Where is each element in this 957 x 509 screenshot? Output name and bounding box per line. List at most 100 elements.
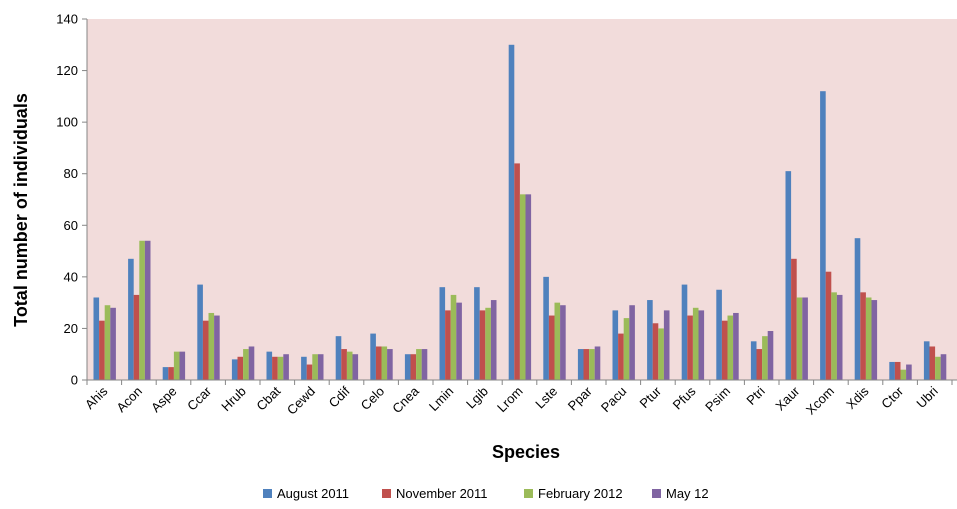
bar-ctor-series-4 — [906, 364, 912, 380]
bar-ahis-series-4 — [110, 307, 116, 380]
x-tick-label: Cewd — [284, 384, 318, 418]
bar-hrub-series-1 — [231, 359, 238, 380]
x-tick-label: Hrub — [218, 384, 249, 415]
bar-ppar-series-1 — [577, 349, 584, 380]
legend: August 2011 November 2011 February 2012 May… — [263, 486, 709, 501]
bar-pacu-series-3 — [623, 318, 630, 380]
bar-psim-series-4 — [733, 312, 739, 380]
x-tick-label: Ctor — [878, 383, 906, 411]
legend-swatch-series-2 — [382, 489, 391, 498]
legend-swatch-series-3 — [524, 489, 533, 498]
legend-label-series-3: February 2012 — [538, 486, 623, 501]
bar-cnea-series-1 — [404, 354, 411, 380]
bar-hrub-series-2 — [237, 356, 244, 380]
bar-lgib-series-3 — [485, 307, 491, 380]
x-tick-label: Acon — [113, 384, 145, 416]
x-tick-label: Pacu — [598, 384, 630, 416]
bar-xaur-series-4 — [802, 297, 808, 380]
legend-label-series-1: August 2011 — [277, 486, 349, 501]
bar-cdif-series-1 — [335, 336, 342, 380]
bar-lmin-series-3 — [450, 294, 457, 380]
bar-cdif-series-2 — [341, 349, 347, 380]
bar-ccar-series-3 — [208, 312, 215, 380]
bar-lmin-series-2 — [445, 310, 451, 380]
bar-pacu-series-4 — [629, 305, 635, 380]
x-tick-label: Lmin — [426, 384, 457, 415]
bar-ptur-series-2 — [652, 323, 659, 380]
bar-lmin-series-4 — [456, 302, 462, 380]
y-axis-title: Total number of individuals — [11, 93, 31, 327]
bar-ptur-series-4 — [663, 310, 670, 380]
bar-lste-series-4 — [560, 305, 566, 380]
bar-xaur-series-2 — [791, 258, 797, 380]
bar-pfus-series-1 — [681, 284, 688, 380]
bar-cdif-series-4 — [352, 354, 359, 380]
x-tick-label: Cnea — [389, 383, 422, 416]
y-tick-label: 0 — [71, 373, 78, 388]
bar-ptri-series-4 — [767, 331, 774, 380]
bar-ahis-series-1 — [93, 297, 100, 380]
bar-lgib-series-2 — [479, 310, 486, 380]
bar-ubri-series-1 — [923, 341, 930, 380]
bar-acon-series-2 — [133, 294, 140, 380]
legend-label-series-2: November 2011 — [396, 486, 488, 501]
bar-lgib-series-1 — [474, 287, 480, 380]
bar-ppar-series-3 — [589, 349, 595, 380]
bar-cewd-series-2 — [306, 364, 313, 380]
bar-acon-series-3 — [139, 240, 145, 380]
bar-lrom-series-1 — [508, 44, 515, 380]
bar-xcom-series-1 — [820, 91, 826, 380]
bar-celo-series-3 — [381, 346, 388, 380]
bar-cbat-series-3 — [277, 356, 284, 380]
bars-layer — [93, 44, 947, 380]
bar-cbat-series-4 — [283, 354, 289, 380]
bar-pfus-series-2 — [687, 315, 693, 380]
bar-ptur-series-3 — [658, 328, 664, 380]
bar-cnea-series-2 — [410, 354, 417, 380]
x-tick-label: Celo — [358, 384, 388, 414]
bar-lrom-series-3 — [519, 194, 526, 380]
bar-ccar-series-2 — [202, 320, 209, 380]
legend-label-series-4: May 12 — [666, 486, 709, 501]
bar-cnea-series-4 — [421, 349, 428, 380]
bar-ptri-series-1 — [750, 341, 757, 380]
x-tick-label: Psim — [702, 384, 733, 415]
bar-pfus-series-3 — [692, 307, 699, 380]
bar-cdif-series-3 — [346, 351, 353, 380]
bar-ptri-series-2 — [756, 349, 763, 380]
x-tick-label: Ccar — [184, 383, 214, 413]
bar-acon-series-1 — [128, 258, 134, 380]
bar-cewd-series-3 — [312, 354, 318, 380]
bar-lste-series-1 — [543, 276, 549, 380]
x-tick-label: Lrom — [494, 384, 526, 416]
bar-cnea-series-3 — [416, 349, 422, 380]
bar-celo-series-4 — [387, 349, 393, 380]
bar-lrom-series-4 — [525, 194, 532, 380]
x-tick-label: Xaur — [772, 383, 802, 413]
bar-lgib-series-4 — [490, 300, 497, 380]
x-tick-label: Lste — [532, 384, 560, 412]
bar-pfus-series-4 — [698, 310, 705, 380]
bar-pacu-series-1 — [612, 310, 619, 380]
bar-psim-series-2 — [721, 320, 728, 380]
bar-xdis-series-1 — [854, 238, 861, 380]
bar-xaur-series-1 — [785, 171, 792, 380]
bar-pacu-series-2 — [618, 333, 624, 380]
bar-ctor-series-3 — [900, 369, 907, 380]
y-tick-label: 60 — [64, 218, 78, 233]
bar-ahis-series-3 — [104, 305, 111, 380]
bar-ccar-series-1 — [197, 284, 203, 380]
bar-aspe-series-2 — [168, 367, 174, 380]
bar-psim-series-3 — [727, 315, 734, 380]
bar-xdis-series-4 — [871, 300, 878, 380]
x-tick-label: Cbat — [253, 383, 283, 413]
bar-ubri-series-2 — [929, 346, 936, 380]
bar-xdis-series-3 — [865, 297, 872, 380]
bar-cbat-series-2 — [272, 356, 278, 380]
x-tick-label: Ahis — [82, 383, 111, 412]
bar-ahis-series-2 — [99, 320, 105, 380]
x-tick-label: Ptur — [637, 383, 665, 411]
bar-cewd-series-4 — [317, 354, 324, 380]
legend-swatch-series-4 — [652, 489, 661, 498]
